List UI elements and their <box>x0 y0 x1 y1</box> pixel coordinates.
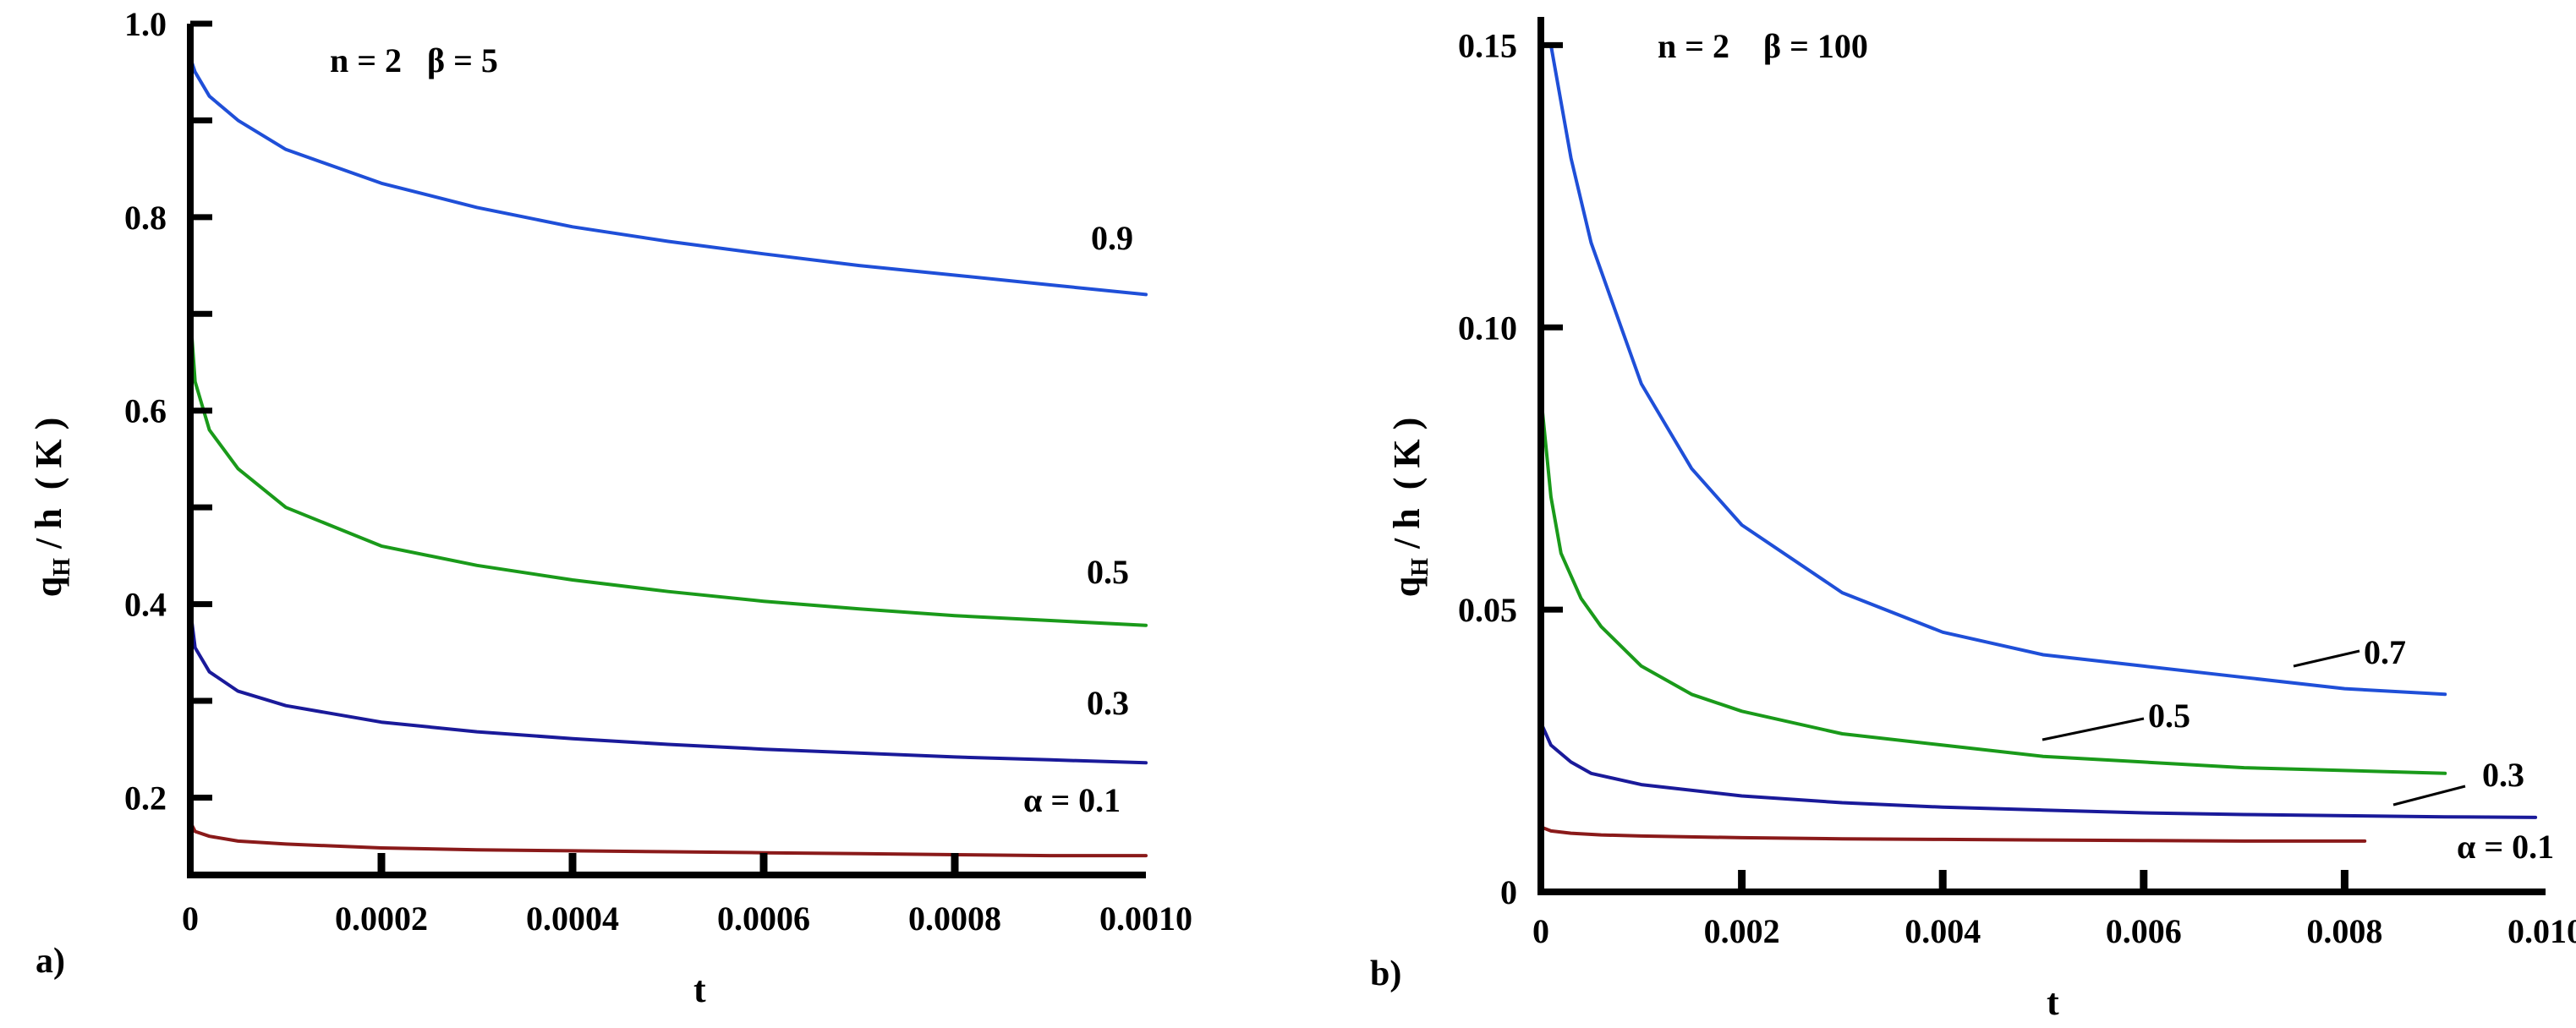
panel-a-ytick-label-2: 0.6 <box>124 392 167 430</box>
panel-a-xtick-label-0: 0 <box>182 900 199 938</box>
panel-b-chart: 0.7 0.5 0.3 α = 0.1 0 0.05 0.10 0.15 0 0.002 0.00… <box>1370 17 2576 1023</box>
panel-b-xtick-label-4: 0.008 <box>2306 912 2382 950</box>
panel-b-ylabel-sub: H <box>1407 558 1433 577</box>
panel-b-series-label-1: 0.5 <box>2148 697 2190 735</box>
panel-b-xtick-label-3: 0.006 <box>2106 912 2182 950</box>
panel-a-ylabel-main: q <box>28 576 69 597</box>
panel-b-axes <box>1537 17 2546 895</box>
panel-a-xtick-label-5: 0.0010 <box>1099 900 1192 938</box>
panel-a-xtick-label-3: 0.0006 <box>717 900 810 938</box>
panel-a-ytick-label-0: 0.2 <box>124 779 167 817</box>
panel-b-series-label-3: α = 0.1 <box>2457 828 2554 866</box>
panel-a-ylabel: qH / h ( K ) <box>28 418 75 598</box>
panel-a-series-label-3: α = 0.1 <box>1023 781 1121 819</box>
panel-b-ticks: 0 0.05 0.10 0.15 0 0.002 0.004 0.006 0.008 0.010 <box>1458 26 2576 950</box>
panel-a-series-label-2: 0.3 <box>1087 684 1129 722</box>
panel-b-ylabel-main: q <box>1386 576 1428 597</box>
panel-a-ylabel-rest: / h ( K ) <box>28 418 69 558</box>
panel-a-chart: 0.90.50.3α = 0.1 0.20.40.60.81.00 0.0002 0… <box>28 5 1192 1010</box>
panel-a-axes <box>187 24 1146 878</box>
panel-b-series-label-2: 0.3 <box>2482 756 2524 794</box>
panel-b-series-line-3 <box>1539 825 2367 843</box>
panel-a-series-label-0: 0.9 <box>1091 219 1133 257</box>
panel-b-ytick-label-1: 0.05 <box>1458 591 1517 629</box>
panel-a-label: a) <box>36 942 65 981</box>
panel-b-label: b) <box>1370 954 1401 993</box>
panel-a-annotation: n = 2 β = 5 <box>330 41 498 79</box>
panel-b-ylabel-rest: / h ( K ) <box>1386 418 1428 558</box>
panel-a-series-line-1 <box>189 312 1148 627</box>
panel-b-ytick-label-0: 0 <box>1500 873 1517 911</box>
panel-a-ytick-label-1: 0.4 <box>124 586 167 624</box>
panel-a-xlabel: t <box>693 969 706 1010</box>
panel-b-xlabel: t <box>2047 982 2059 1023</box>
panel-b-series-line-1 <box>1539 393 2447 775</box>
panel-b-xtick-label-0: 0 <box>1532 912 1549 950</box>
panel-a-ylabel-sub: H <box>49 558 75 577</box>
panel-b-xtick-label-5: 0.010 <box>2507 912 2576 950</box>
panel-b-xtick-label-1: 0.002 <box>1704 912 1780 950</box>
panel-b-series-line-2 <box>1539 720 2538 819</box>
panel-a-xtick-label-1: 0.0002 <box>335 900 428 938</box>
panel-a-series-line-0 <box>189 56 1148 297</box>
panel-b-leader-line-1 <box>2042 717 2145 741</box>
panel-b-leader-line-2 <box>2392 785 2466 807</box>
panel-a-xtick-label-2: 0.0004 <box>526 900 619 938</box>
panel-a-series-label-1: 0.5 <box>1087 553 1129 591</box>
panel-b-leader-line-0 <box>2293 649 2360 668</box>
panel-b-series-line-0 <box>1548 43 2447 697</box>
panel-a-ytick-label-3: 0.8 <box>124 199 167 237</box>
panel-b-xtick-label-2: 0.004 <box>1905 912 1981 950</box>
panel-a-series-line-2 <box>189 607 1148 765</box>
panel-b-curves: 0.7 0.5 0.3 α = 0.1 <box>1539 43 2554 866</box>
panel-a-series-line-3 <box>189 820 1148 858</box>
panel-b-annotation: n = 2 β = 100 <box>1658 27 1868 65</box>
panel-b-series-label-0: 0.7 <box>2364 633 2406 671</box>
panel-a-ticks: 0.2 0.4 0.6 0.8 1.0 0 0.0002 0.0004 0.0006 0.0008… <box>124 5 1192 938</box>
panel-a-curves: 0.9 0.5 0.3 α = 0.1 <box>189 56 1148 858</box>
panel-b-ylabel: qH / h ( K ) <box>1386 418 1433 598</box>
panel-a-ytick-label-4: 1.0 <box>124 5 167 43</box>
panel-a-xtick-label-4: 0.0008 <box>908 900 1001 938</box>
panel-b-ytick-label-2: 0.10 <box>1458 309 1517 347</box>
panel-b-ytick-label-3: 0.15 <box>1458 26 1517 64</box>
